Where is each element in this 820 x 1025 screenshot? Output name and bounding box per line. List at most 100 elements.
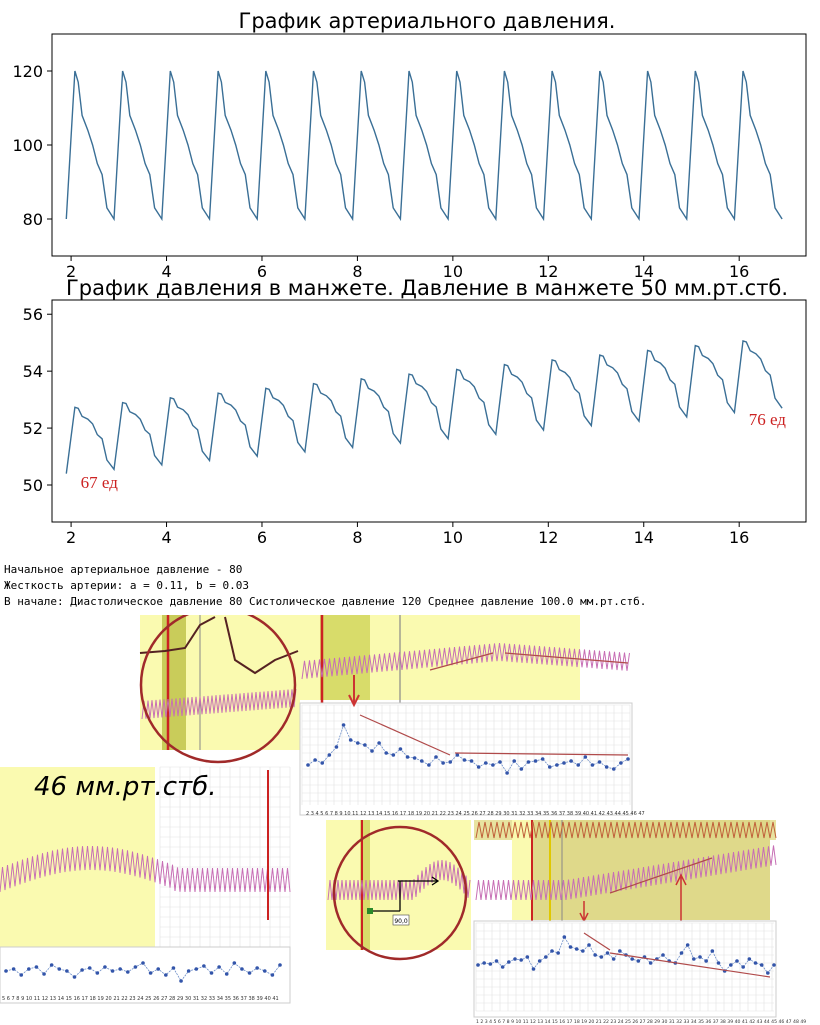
- arterial-pressure-chart: График артериального давления. 2 4 6 8 10 12 1…: [12, 9, 807, 281]
- chart2-ticks: 2 4 6 8 10 12 14 16 50 52 54 56: [23, 305, 750, 547]
- panel-bottom-middle: 90,0: [326, 820, 471, 961]
- x-tick-label: 2: [66, 528, 76, 547]
- data-dot: [526, 760, 531, 764]
- x-tick-label: 12: [538, 262, 558, 281]
- panel-b-trend-up: [429, 652, 494, 671]
- data-dot: [179, 979, 183, 983]
- data-dot: [412, 756, 417, 760]
- data-dot: [547, 765, 552, 769]
- data-dot: [262, 969, 267, 973]
- panel-b-lower-trend-flat: [454, 752, 629, 756]
- data-dot: [562, 935, 567, 939]
- data-dot: [698, 955, 702, 959]
- data-dot: [363, 743, 367, 747]
- data-dot: [611, 957, 616, 961]
- panel-d-arrow-right-icon: [398, 876, 440, 886]
- data-dot: [498, 760, 502, 764]
- panel-left: 46 мм.рт.стб. 5 6 7 8 9 10 11 12 13 14 1…: [0, 766, 291, 1004]
- x-tick-label: 2: [66, 262, 76, 281]
- data-dot: [164, 973, 168, 977]
- data-dot: [148, 971, 153, 975]
- data-dot: [685, 943, 690, 947]
- data-dot: [19, 973, 24, 977]
- panel-b-lower-trend: [359, 714, 451, 756]
- panel-e-lower-trend-b: [609, 952, 771, 978]
- panel-bottom-right: 1 2 3 4 5 6 7 8 9 10 11 12 13 14 15 16 1…: [473, 820, 806, 1025]
- data-dot: [587, 943, 591, 947]
- data-dot: [72, 975, 77, 979]
- data-dot: [482, 961, 486, 965]
- data-dot: [118, 967, 122, 971]
- data-dot: [110, 969, 115, 973]
- data-dot: [513, 957, 517, 961]
- data-dot: [574, 947, 579, 951]
- panel-c-label: 46 мм.рт.стб.: [34, 772, 217, 802]
- data-dot: [540, 757, 545, 761]
- data-dot: [171, 966, 176, 970]
- data-dot: [306, 763, 310, 767]
- data-dot: [370, 749, 374, 753]
- x-tick-label: 4: [161, 528, 171, 547]
- panel-b-scale: 2 3 4 5 6 7 8 9 10 11 12 13 14 15 16 17 …: [306, 811, 645, 817]
- panel-b-arrow-icon: [348, 675, 360, 708]
- data-dot: [692, 957, 696, 961]
- data-dot: [320, 761, 325, 765]
- data-dot: [716, 961, 721, 965]
- y-tick-label: 100: [12, 136, 43, 155]
- data-dot: [434, 755, 438, 759]
- panel-e-oscillation: [475, 845, 777, 901]
- data-dot: [488, 962, 493, 966]
- data-dot: [57, 967, 62, 971]
- y-tick-label: 80: [23, 210, 43, 229]
- data-dot: [729, 963, 733, 967]
- data-dot: [232, 961, 237, 965]
- panel-a-highlight-circle: [139, 615, 297, 764]
- data-dot: [103, 965, 107, 969]
- screenshot-collage: 2 3 4 5 6 7 8 9 10 11 12 13 14 15 16 17 …: [0, 615, 806, 1025]
- x-tick-label: 8: [352, 528, 362, 547]
- x-tick-label: 12: [538, 528, 558, 547]
- data-dot: [441, 761, 445, 765]
- data-dot: [590, 763, 595, 767]
- panel-d-value-box: [392, 914, 410, 926]
- data-dot: [462, 758, 467, 762]
- cuff-pressure-chart: График давления в манжете. Давление в ма…: [23, 276, 807, 547]
- y-tick-label: 52: [23, 419, 43, 438]
- data-dot: [630, 957, 634, 961]
- data-dot: [11, 967, 16, 971]
- info-line-2: Жесткость артерии: a = 0.11, b = 0.03: [4, 579, 250, 592]
- data-dot: [384, 751, 389, 755]
- data-dot: [747, 957, 752, 961]
- data-dot: [500, 965, 505, 969]
- chart1-ticks: 2 4 6 8 10 12 14 16 80 100 120: [12, 62, 749, 281]
- data-dot: [569, 759, 573, 763]
- panel-b-dots: [306, 723, 630, 775]
- data-dot: [341, 723, 346, 727]
- panel-a-olive-band: [162, 615, 186, 750]
- data-dot: [605, 951, 610, 955]
- data-dot: [455, 753, 460, 757]
- x-tick-label: 6: [257, 528, 267, 547]
- data-dot: [133, 965, 138, 969]
- panel-e-scale: 1 2 3 4 5 6 7 8 9 10 11 12 13 14 15 16 1…: [476, 1019, 806, 1025]
- data-dot: [34, 965, 39, 969]
- panel-c-oscillation: [0, 845, 291, 893]
- data-dot: [593, 953, 597, 957]
- data-dot: [377, 741, 381, 745]
- panel-b-lower-bg: [299, 702, 633, 816]
- data-dot: [555, 763, 559, 767]
- panel-e-lower-trend-a: [583, 932, 611, 951]
- data-dot: [95, 971, 100, 975]
- x-tick-label: 8: [352, 262, 362, 281]
- data-dot: [626, 757, 630, 761]
- chart1-title: График артериального давления.: [239, 9, 616, 33]
- panel-c-scale: 5 6 7 8 9 10 11 12 13 14 15 16 17 18 19 …: [2, 996, 279, 1002]
- data-dot: [533, 759, 538, 763]
- data-dot: [398, 747, 403, 751]
- chart1-frame: [51, 33, 807, 257]
- data-dot: [597, 760, 602, 764]
- data-dot: [661, 953, 665, 957]
- data-dot: [550, 949, 554, 953]
- data-dot: [568, 945, 573, 949]
- data-dot: [469, 759, 474, 763]
